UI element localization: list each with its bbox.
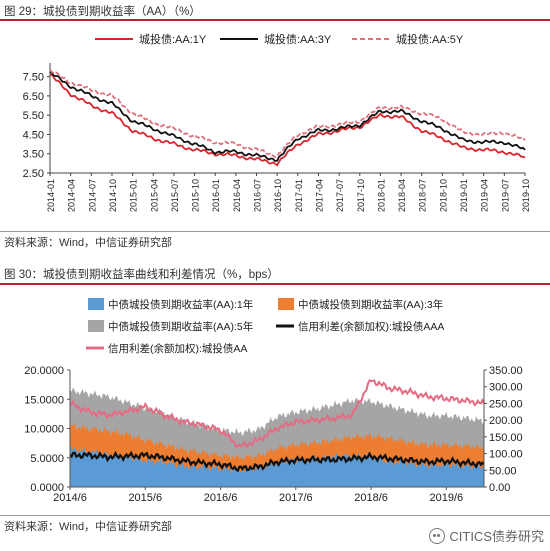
legend-label: 信用利差(余额加权):城投债AAA xyxy=(298,320,444,333)
x-tick-label: 2015/6 xyxy=(128,492,162,504)
series-line xyxy=(49,69,526,159)
y-tick-label: 4.50 xyxy=(23,129,44,141)
y-right-tick-label: 300.00 xyxy=(489,382,523,394)
y-right-tick-label: 250.00 xyxy=(489,398,523,410)
y-right-tick-label: 100.00 xyxy=(489,449,523,461)
y-tick-label: 2.50 xyxy=(23,168,44,180)
x-tick-label: 2018-01 xyxy=(376,179,386,212)
x-tick-label: 2014-01 xyxy=(46,179,56,212)
x-tick-label: 2019-07 xyxy=(500,179,510,212)
series-area xyxy=(70,445,484,487)
x-tick-label: 2014/6 xyxy=(53,492,87,504)
x-tick-label: 2017-01 xyxy=(294,179,304,212)
x-tick-label: 2014-04 xyxy=(67,179,77,212)
source-rule xyxy=(0,231,550,232)
legend-label: 中债城投债到期收益率(AA):3年 xyxy=(298,298,443,311)
chart-yield-spread: 中债城投债到期收益率(AA):1年 中债城投债到期收益率(AA):3年中债城投债到… xyxy=(24,298,523,504)
x-tick-label: 2019-10 xyxy=(521,179,531,212)
series-line xyxy=(49,73,526,167)
source-rule xyxy=(0,515,550,516)
title-rule xyxy=(0,19,550,21)
figure-29-title: 图 29：城投债到期收益率（AA）（%） xyxy=(4,6,201,18)
legend-label: 城投债:AA:3Y xyxy=(264,32,332,46)
x-tick-label: 2016-10 xyxy=(273,179,283,212)
y-left-tick-label: 0.0000 xyxy=(30,482,64,494)
y-tick-label: 3.50 xyxy=(23,149,44,161)
y-right-tick-label: 150.00 xyxy=(489,432,523,444)
x-tick-label: 2017/6 xyxy=(279,492,313,504)
figure-29-source: 资料来源：Wind，中信证券研究部 xyxy=(4,237,173,249)
legend-swatch xyxy=(88,320,104,332)
x-tick-label: 2017-04 xyxy=(314,179,324,212)
legend-swatch xyxy=(88,298,104,310)
watermark-text: CITICS债券研究 xyxy=(449,529,544,544)
y-left-tick-label: 20.0000 xyxy=(24,365,64,377)
x-tick-label: 2018/6 xyxy=(354,492,388,504)
x-tick-label: 2016-01 xyxy=(211,179,221,212)
y-right-tick-label: 0.00 xyxy=(489,482,510,494)
legend-label: 城投债:AA:1Y xyxy=(139,32,207,46)
x-tick-label: 2015-04 xyxy=(149,179,159,212)
x-tick-label: 2019-01 xyxy=(459,179,469,212)
x-tick-label: 2016-07 xyxy=(253,179,263,212)
y-left-tick-label: 15.0000 xyxy=(24,394,64,406)
x-tick-label: 2019-04 xyxy=(480,179,490,212)
legend-swatch xyxy=(278,298,294,310)
y-left-tick-label: 10.0000 xyxy=(24,424,64,436)
y-tick-label: 6.50 xyxy=(23,91,44,103)
x-tick-label: 2017-10 xyxy=(356,179,366,212)
title-rule xyxy=(0,283,550,285)
x-tick-label: 2018-07 xyxy=(418,179,428,212)
watermark: CITICS债券研究 xyxy=(429,526,544,545)
legend-label: 中债城投债到期收益率(AA):1年 xyxy=(108,298,253,311)
y-right-tick-label: 200.00 xyxy=(489,415,523,427)
series-line xyxy=(49,71,526,162)
series-line xyxy=(69,379,485,449)
y-tick-label: 7.50 xyxy=(23,72,44,84)
chart-yield-curves: 城投债:AA:1Y 城投债:AA:3Y 城投债:AA:5Y 7.50 6.50 5.50 4… xyxy=(23,32,531,212)
x-tick-label: 2018-04 xyxy=(397,179,407,212)
y-tick-label: 5.50 xyxy=(23,110,44,122)
x-tick-label: 2014-07 xyxy=(87,179,97,212)
x-tick-label: 2016-04 xyxy=(232,179,242,212)
x-tick-label: 2015-01 xyxy=(129,179,139,212)
legend-label: 中债城投债到期收益率(AA):5年 xyxy=(108,320,253,333)
x-tick-label: 2015-07 xyxy=(170,179,180,212)
x-tick-label: 2019/6 xyxy=(430,492,464,504)
legend-label: 城投债:AA:5Y xyxy=(396,32,464,46)
x-tick-label: 2015-10 xyxy=(191,179,201,212)
x-tick-label: 2017-07 xyxy=(335,179,345,212)
figure-30-title: 图 30：城投债到期收益率曲线和利差情况（%，bps） xyxy=(4,269,279,281)
y-left-tick-label: 5.0000 xyxy=(30,453,64,465)
figure-30-source: 资料来源：Wind，中信证券研究部 xyxy=(4,521,173,533)
y-right-tick-label: 350.00 xyxy=(489,365,523,377)
x-tick-label: 2018-10 xyxy=(438,179,448,212)
x-tick-label: 2014-10 xyxy=(108,179,118,212)
x-tick-label: 2016/6 xyxy=(204,492,238,504)
legend-label: 信用利差(余额加权):城投债AA xyxy=(108,342,247,355)
wechat-icon xyxy=(429,527,446,544)
series-line xyxy=(69,450,485,473)
y-right-tick-label: 50.00 xyxy=(489,465,517,477)
